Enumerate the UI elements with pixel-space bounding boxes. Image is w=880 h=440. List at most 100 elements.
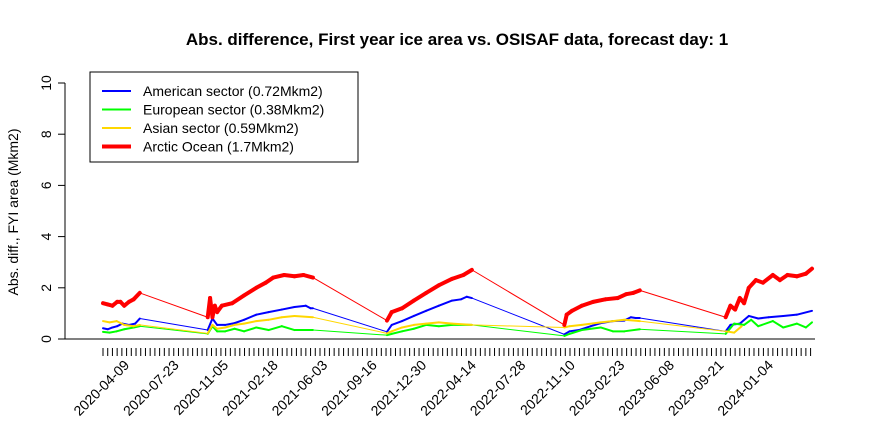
series-1-segment xyxy=(115,328,126,333)
series-3-segment xyxy=(631,288,642,295)
series-2-segment xyxy=(580,321,602,326)
series-2-segment xyxy=(102,320,111,324)
series-0-segment xyxy=(139,318,209,331)
series-3-segment xyxy=(639,289,727,318)
series-1-segment xyxy=(733,322,746,326)
series-1-segment xyxy=(743,318,753,326)
series-2-segment xyxy=(390,326,404,333)
series-1-segment xyxy=(243,326,258,333)
series-3-segment xyxy=(301,273,315,280)
series-3-segment xyxy=(424,283,441,295)
legend-label: Arctic Ocean (1.7Mkm2) xyxy=(143,139,294,155)
legend-label: European sector (0.38Mkm2) xyxy=(143,102,324,118)
series-0-segment xyxy=(460,295,468,301)
series-1-segment xyxy=(425,323,440,328)
series-3-segment xyxy=(471,269,565,326)
series-2-segment xyxy=(623,318,641,323)
series-0-segment xyxy=(425,304,440,312)
series-0-segment xyxy=(412,309,428,317)
series-1-segment xyxy=(255,326,270,332)
series-2-segment xyxy=(724,330,736,334)
series-0-segment xyxy=(451,298,463,302)
series-0-segment xyxy=(401,314,415,323)
series-3-segment xyxy=(760,273,775,285)
series-0-segment xyxy=(134,317,141,325)
series-0-segment xyxy=(568,329,580,333)
series-0-segment xyxy=(465,295,473,300)
series-1-segment xyxy=(139,325,209,335)
series-0-segment xyxy=(206,317,214,332)
series-2-segment xyxy=(123,323,135,328)
series-1-segment xyxy=(102,330,111,334)
series-0-segment xyxy=(563,330,571,336)
series-0-segment xyxy=(385,323,393,333)
y-tick-label: 2 xyxy=(38,284,54,292)
y-tick-label: 0 xyxy=(38,335,54,343)
series-1-segment xyxy=(132,325,141,329)
series-0-segment xyxy=(243,313,258,321)
series-2-segment xyxy=(255,318,270,323)
series-2-segment xyxy=(412,322,428,326)
series-0-segment xyxy=(747,314,760,320)
series-1-segment xyxy=(804,321,813,329)
series-0-segment xyxy=(267,308,283,314)
plot-area xyxy=(101,266,814,337)
series-2-segment xyxy=(224,323,236,329)
series-2-segment xyxy=(233,322,246,326)
y-tick-label: 4 xyxy=(38,232,54,240)
series-0-segment xyxy=(255,311,270,316)
series-1-segment xyxy=(750,318,760,328)
series-2-segment xyxy=(639,320,727,332)
series-2-segment xyxy=(471,324,565,328)
series-0-segment xyxy=(724,323,732,333)
series-3-segment xyxy=(742,285,751,306)
series-0-segment xyxy=(293,304,307,308)
series-1-segment xyxy=(568,329,583,335)
series-2-segment xyxy=(312,316,388,334)
series-0-segment xyxy=(390,320,404,326)
series-3-segment xyxy=(312,277,388,322)
series-2-segment xyxy=(425,321,440,325)
series-1-segment xyxy=(771,320,785,329)
series-3-segment xyxy=(242,285,259,298)
chart-title: Abs. difference, First year ice area vs.… xyxy=(186,30,728,49)
series-2-segment xyxy=(611,318,626,323)
series-0-segment xyxy=(639,317,727,332)
series-2-segment xyxy=(115,320,126,326)
series-2-segment xyxy=(733,325,743,334)
series-1-segment xyxy=(782,322,798,329)
series-2-segment xyxy=(243,320,258,325)
y-tick-label: 6 xyxy=(38,181,54,189)
series-1-segment xyxy=(211,325,219,333)
series-1-segment xyxy=(312,329,388,336)
y-axis-label: Abs. diff., FYI area (Mkm2) xyxy=(5,128,21,295)
series-2-segment xyxy=(451,322,473,326)
series-1-segment xyxy=(224,327,236,333)
series-1-segment xyxy=(233,327,246,333)
series-2-segment xyxy=(216,326,227,330)
series-1-segment xyxy=(795,322,807,329)
series-2-segment xyxy=(267,316,283,321)
legend-label: Asian sector (0.59Mkm2) xyxy=(143,120,299,136)
series-2-segment xyxy=(206,323,214,335)
series-0-segment xyxy=(795,309,813,316)
series-3-segment xyxy=(139,292,209,318)
series-3-segment xyxy=(436,276,455,288)
series-3-segment xyxy=(230,293,247,306)
series-0-segment xyxy=(738,314,750,325)
series-2-segment xyxy=(401,323,415,329)
series-2-segment xyxy=(211,323,219,330)
series-0-segment xyxy=(280,306,296,311)
series-0-segment xyxy=(224,322,236,326)
series-1-segment xyxy=(599,326,614,333)
series-0-segment xyxy=(782,313,798,317)
series-2-segment xyxy=(293,314,314,319)
series-0-segment xyxy=(437,299,454,307)
series-3-segment xyxy=(131,290,142,302)
series-1-segment xyxy=(108,330,118,334)
series-1-segment xyxy=(639,328,727,335)
series-3-segment xyxy=(461,267,474,277)
series-0-segment xyxy=(767,314,785,319)
legend-label: American sector (0.72Mkm2) xyxy=(143,83,323,99)
